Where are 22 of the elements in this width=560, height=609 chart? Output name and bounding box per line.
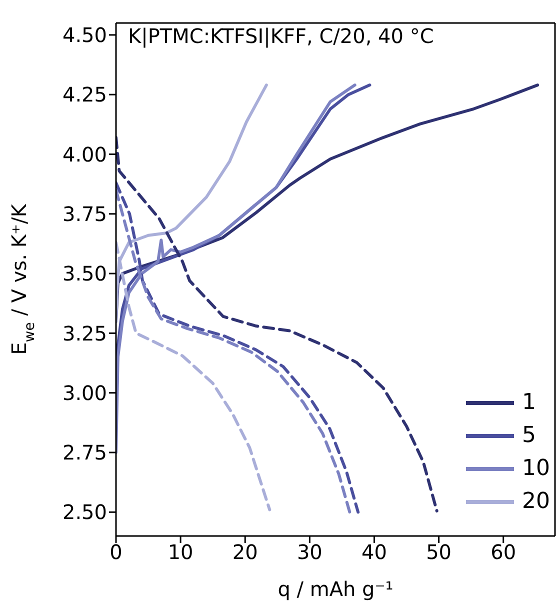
legend-label: 20: [522, 489, 550, 514]
x-tick-label: 30: [296, 540, 322, 564]
y-tick-label: 4.00: [62, 142, 107, 166]
y-tick-label: 4.50: [62, 23, 107, 48]
x-tick-label: 0: [110, 540, 122, 564]
y-tick-label: 2.50: [62, 500, 107, 524]
legend-label: 10: [522, 456, 550, 481]
x-tick-label: 20: [232, 540, 258, 564]
x-tick-label: 50: [426, 540, 452, 564]
y-tick-label: 2.75: [62, 440, 107, 465]
y-tick-label: 4.25: [62, 82, 107, 107]
x-tick-label: 40: [362, 540, 387, 564]
y-tick-label: 3.75: [62, 202, 107, 226]
x-axis-title: q / mAh g⁻¹: [278, 577, 394, 601]
y-tick-label: 3.50: [62, 262, 107, 286]
x-tick-label: 60: [490, 540, 516, 564]
annotation: K|PTMC:KTFSI|KFF, C/20, 40 °C: [128, 24, 434, 48]
legend-label: 1: [522, 390, 536, 415]
y-tick-label: 3.25: [62, 321, 107, 346]
y-tick-label: 3.00: [62, 380, 107, 405]
legend-label: 5: [522, 423, 536, 448]
x-tick-label: 10: [168, 540, 194, 564]
